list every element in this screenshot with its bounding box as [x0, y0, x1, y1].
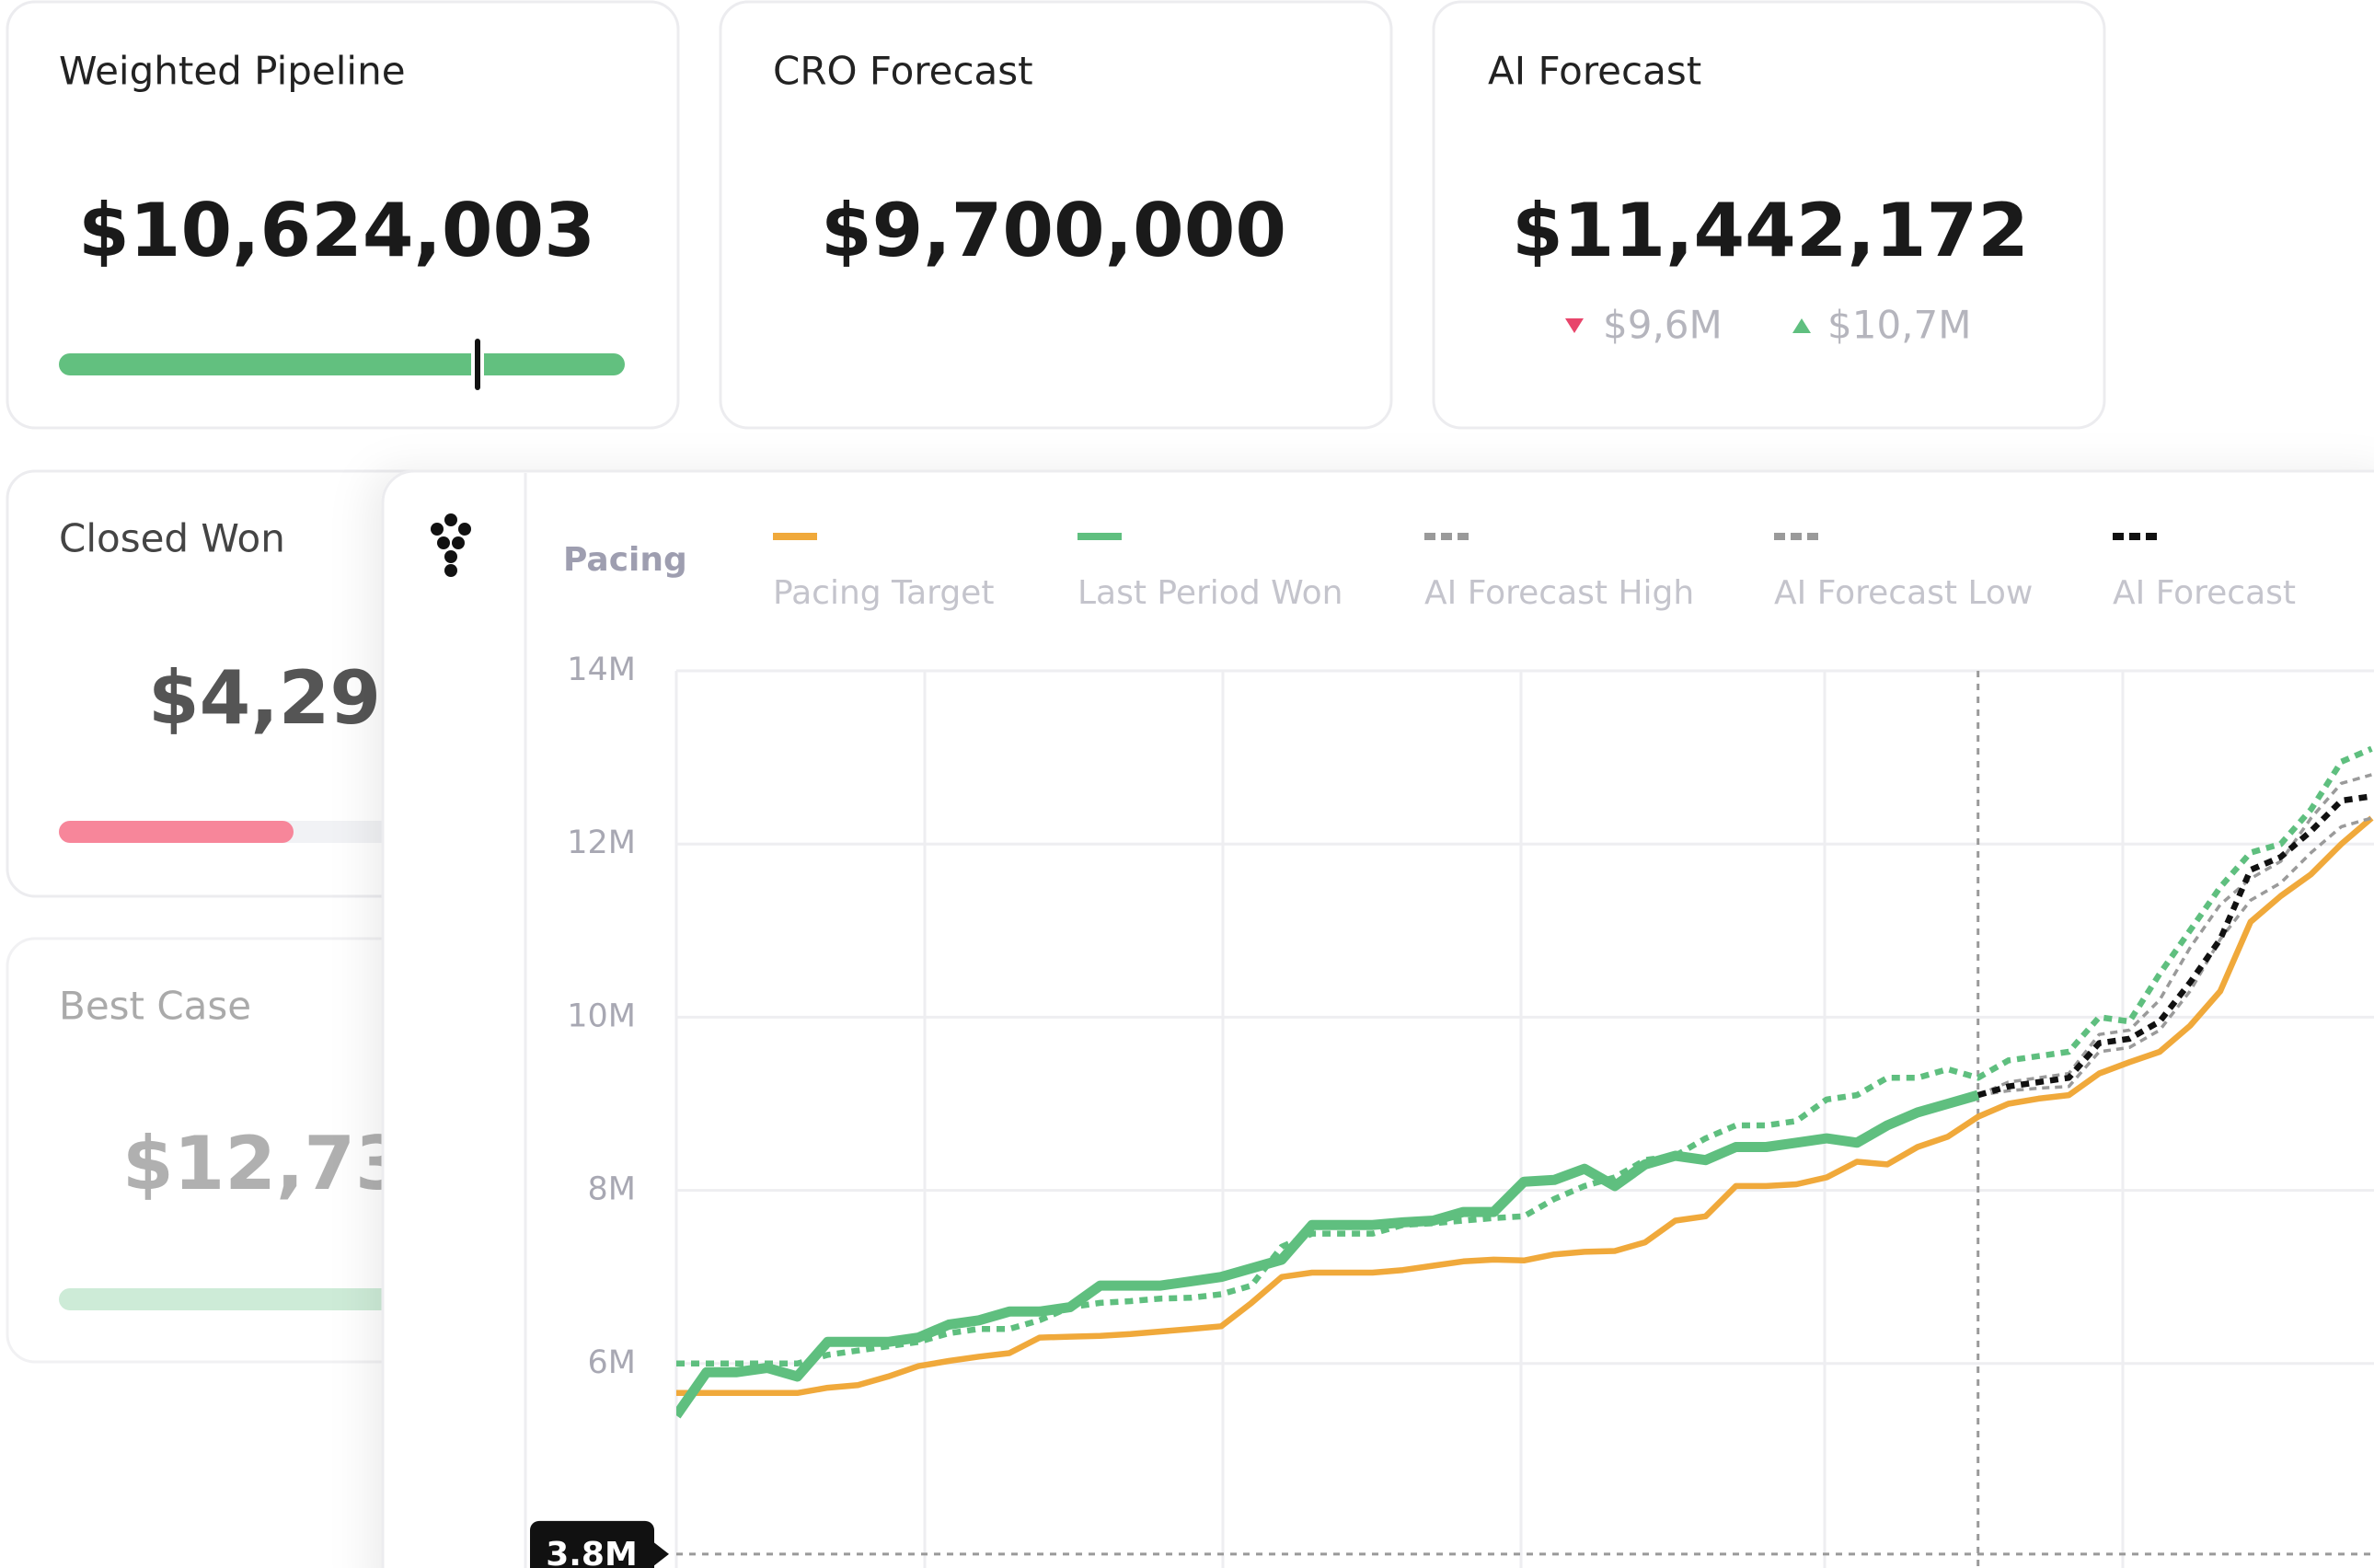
panel-icon[interactable] — [431, 513, 471, 577]
chart-title: Pacing — [563, 541, 687, 579]
card-value: $9,700,000 — [821, 188, 1286, 273]
baseline-pointer — [652, 1540, 669, 1567]
y-tick-label: 12M — [567, 824, 636, 861]
legend-label: AI Forecast High — [1424, 574, 1694, 612]
baseline-label: 3.8M — [546, 1536, 638, 1568]
card-value: $10,624,003 — [78, 188, 595, 273]
card — [719, 0, 1393, 430]
legend-label: Last Period Won — [1078, 574, 1343, 612]
card-value: $11,442,172 — [1512, 188, 2029, 273]
down-arrow — [1565, 318, 1584, 333]
y-tick-label: 6M — [588, 1344, 636, 1381]
series-line — [676, 745, 2373, 1367]
forecast-low: $9,6M — [1603, 303, 1723, 348]
forecast-high: $10,7M — [1827, 303, 1971, 348]
up-arrow — [1792, 318, 1811, 333]
progress-marker — [475, 339, 480, 390]
card-title: Best Case — [59, 984, 251, 1029]
legend-label: AI Forecast — [2113, 574, 2296, 612]
card — [6, 0, 680, 430]
series-line — [1976, 793, 2372, 1099]
series-line — [676, 1090, 1980, 1419]
y-tick-label: 10M — [567, 997, 636, 1034]
card-title: Closed Won — [59, 516, 285, 561]
chart-panel — [381, 469, 2374, 1568]
progress-bar — [59, 353, 625, 375]
card-title: AI Forecast — [1488, 49, 1701, 94]
legend-label: AI Forecast Low — [1774, 574, 2033, 612]
card-title: Weighted Pipeline — [59, 49, 406, 94]
series-line — [1977, 773, 2372, 1097]
series-line — [676, 815, 2374, 1397]
y-tick-label: 8M — [588, 1171, 636, 1208]
progress-bar — [59, 821, 294, 843]
baseline-badge — [530, 1520, 654, 1568]
legend-label: Pacing Target — [773, 574, 994, 612]
card-title: CRO Forecast — [773, 49, 1033, 94]
card — [1432, 0, 2106, 430]
series-line — [1977, 816, 2372, 1097]
y-tick-label: 14M — [567, 651, 636, 688]
plot — [676, 745, 2374, 1419]
